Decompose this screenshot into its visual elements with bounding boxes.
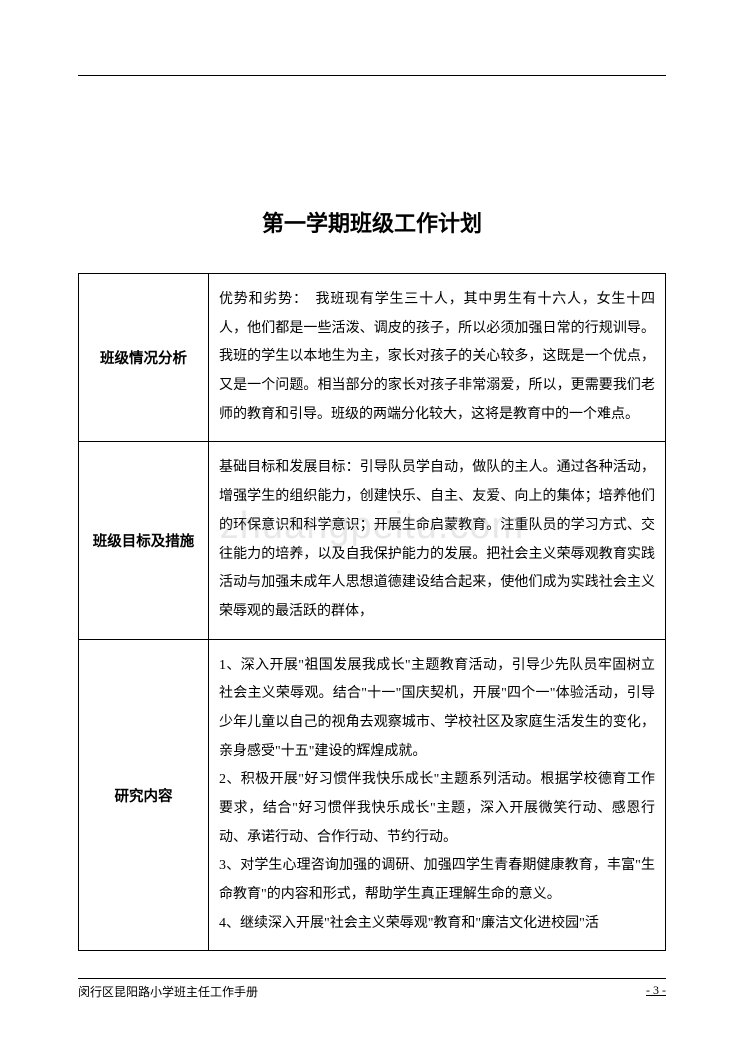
row-content-research: 1、深入开展"祖国发展我成长"主题教育活动，引导少先队员牢固树立社会主义荣辱观。… — [209, 639, 666, 951]
page-container: 第一学期班级工作计划 zhuangpeitu.com 班级情况分析 优势和劣势：… — [0, 0, 744, 1052]
page-footer: 闵行区昆阳路小学班主任工作手册 - 3 - — [78, 978, 666, 1000]
plan-table: 班级情况分析 优势和劣势： 我班现有学生三十人，其中男生有十六人，女生十四人，他… — [78, 273, 666, 951]
footer-page-number: - 3 - — [646, 983, 666, 1000]
footer-left: 闵行区昆阳路小学班主任工作手册 — [78, 983, 258, 1000]
content-item: 2、积极开展"好习惯伴我快乐成长"主题系列活动。根据学校德育工作要求，结合"好习… — [219, 766, 655, 852]
content-item: 4、继续深入开展"社会主义荣辱观"教育和"廉洁文化进校园"活 — [219, 910, 655, 939]
table-row: 研究内容 1、深入开展"祖国发展我成长"主题教育活动，引导少先队员牢固树立社会主… — [79, 639, 666, 951]
row-label-research: 研究内容 — [79, 639, 209, 951]
content-text: 优势和劣势： 我班现有学生三十人，其中男生有十六人，女生十四人，他们都是一些活泼… — [219, 286, 655, 429]
row-content-analysis: 优势和劣势： 我班现有学生三十人，其中男生有十六人，女生十四人，他们都是一些活泼… — [209, 274, 666, 442]
content-text: 基础目标和发展目标：引导队员学自动，做队的主人。通过各种活动，增强学生的组织能力… — [219, 454, 655, 626]
table-row: 班级目标及措施 基础目标和发展目标：引导队员学自动，做队的主人。通过各种活动，增… — [79, 442, 666, 639]
row-label-goals: 班级目标及措施 — [79, 442, 209, 639]
row-label-analysis: 班级情况分析 — [79, 274, 209, 442]
content-item: 1、深入开展"祖国发展我成长"主题教育活动，引导少先队员牢固树立社会主义荣辱观。… — [219, 652, 655, 767]
row-content-goals: 基础目标和发展目标：引导队员学自动，做队的主人。通过各种活动，增强学生的组织能力… — [209, 442, 666, 639]
page-title: 第一学期班级工作计划 — [78, 206, 666, 238]
content-item: 3、对学生心理咨询加强的调研、加强四学生青春期健康教育，丰富"生命教育"的内容和… — [219, 852, 655, 909]
top-divider — [78, 75, 666, 76]
table-row: 班级情况分析 优势和劣势： 我班现有学生三十人，其中男生有十六人，女生十四人，他… — [79, 274, 666, 442]
